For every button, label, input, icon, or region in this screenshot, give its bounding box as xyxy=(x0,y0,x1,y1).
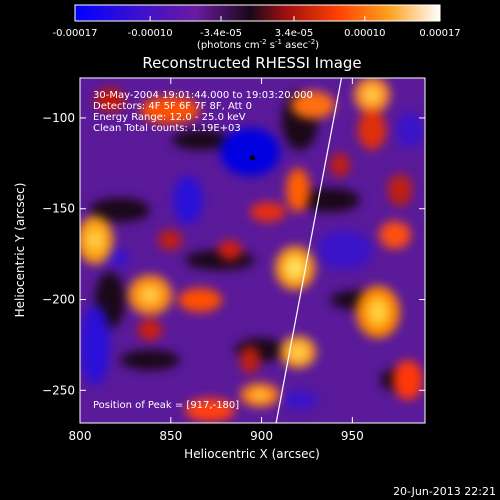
x-tick-label: 950 xyxy=(341,429,364,443)
x-tick-label: 850 xyxy=(159,429,182,443)
colorbar: -0.00017 -0.00010 -3.4e-05 3.4e-05 0.00010 0.… xyxy=(53,4,461,51)
rhessi-image xyxy=(80,78,425,423)
peak-position-label: Position of Peak = [917,-180] xyxy=(93,400,239,411)
limb-line xyxy=(275,78,343,423)
x-axis: 800 850 900 950 xyxy=(69,78,364,443)
colorbar-tick-label: 3.4e-05 xyxy=(275,28,313,39)
y-tick-label: −100 xyxy=(42,111,75,125)
x-axis-label: Heliocentric X (arcsec) xyxy=(184,447,320,461)
min-marker xyxy=(250,155,255,161)
annotation-line: Clean Total counts: 1.19E+03 xyxy=(93,123,241,134)
x-tick-label: 800 xyxy=(69,429,92,443)
colorbar-tick-label: -0.00010 xyxy=(128,28,173,39)
y-tick-label: −250 xyxy=(42,383,75,397)
x-tick-label: 900 xyxy=(250,429,273,443)
annotation-line: Detectors: 4F 5F 6F 7F 8F, Att 0 xyxy=(93,101,252,112)
colorbar-tick-label: 0.00017 xyxy=(419,28,460,39)
y-axis: −250 −200 −150 −100 xyxy=(42,111,425,397)
colorbar-tick-label: -3.4e-05 xyxy=(200,28,242,39)
plot-frame xyxy=(79,77,426,424)
plot-title: Reconstructed RHESSI Image xyxy=(142,54,361,72)
y-tick-label: −200 xyxy=(42,293,75,307)
y-axis-label: Heliocentric Y (arcsec) xyxy=(13,183,27,318)
colorbar-gradient xyxy=(74,4,441,22)
colorbar-tick-label: -0.00017 xyxy=(53,28,98,39)
colorbar-tick-label: 0.00010 xyxy=(344,28,385,39)
footer-timestamp: 20-Jun-2013 22:21 xyxy=(393,485,496,498)
annotation-line: 30-May-2004 19:01:44.000 to 19:03:20.000 xyxy=(93,90,313,101)
annotations: 30-May-2004 19:01:44.000 to 19:03:20.000… xyxy=(93,90,313,134)
colorbar-units: (photons cm-2 s-1 asec-2) xyxy=(197,38,319,51)
y-tick-label: −150 xyxy=(42,202,75,216)
colorbar-ticks: -0.00017 -0.00010 -3.4e-05 3.4e-05 0.00010 0.… xyxy=(53,16,461,39)
annotation-line: Energy Range: 12.0 - 25.0 keV xyxy=(93,112,246,123)
